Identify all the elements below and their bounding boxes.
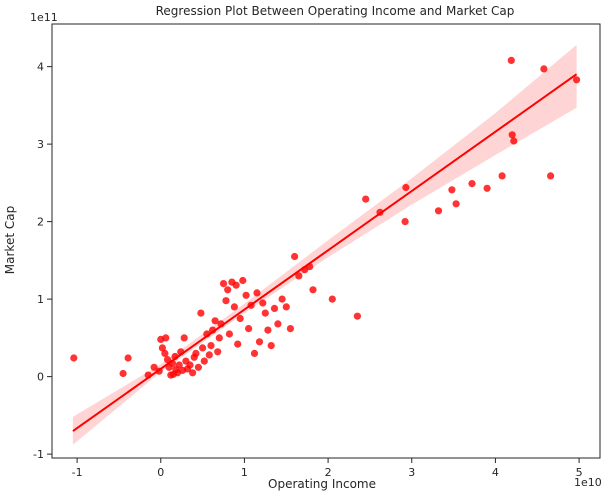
data-point: [192, 349, 200, 357]
data-point: [214, 348, 222, 356]
data-point: [253, 289, 261, 297]
data-point: [282, 303, 290, 311]
data-point: [186, 361, 194, 369]
x-axis-title: Operating Income: [268, 477, 376, 491]
data-point: [309, 286, 317, 294]
data-point: [162, 334, 170, 342]
regression-line-layer: [72, 73, 578, 432]
y-axis-title: Market Cap: [3, 206, 17, 274]
data-point: [225, 330, 233, 338]
data-point: [205, 351, 213, 359]
data-point: [291, 252, 299, 261]
x-tick-label: 1: [241, 466, 248, 479]
data-point: [180, 334, 188, 342]
data-point: [547, 172, 555, 180]
data-point: [70, 354, 78, 362]
data-point: [234, 340, 242, 348]
data-point: [189, 369, 197, 377]
data-point: [295, 272, 303, 280]
data-point: [510, 137, 518, 145]
data-point: [540, 65, 548, 73]
y-tick-label: -1: [33, 448, 44, 461]
data-point: [199, 344, 207, 352]
data-point: [124, 354, 132, 362]
data-point: [468, 180, 476, 188]
plot-frame: [51, 23, 601, 459]
y-axis-offset-label: 1e11: [30, 11, 58, 24]
x-tick-label: 3: [408, 466, 415, 479]
scatter-points-layer: [70, 56, 581, 379]
x-tick-label: 5: [576, 466, 583, 479]
confidence-band-layer: [72, 44, 577, 445]
y-tick-label: 4: [37, 61, 44, 74]
y-tick-label: 2: [37, 216, 44, 229]
data-point: [507, 56, 515, 64]
data-point: [402, 183, 410, 192]
data-point: [508, 131, 516, 139]
data-point: [197, 309, 205, 317]
data-point: [328, 295, 336, 303]
data-point: [255, 338, 264, 346]
data-point: [483, 184, 491, 192]
data-point: [175, 361, 183, 369]
data-point: [194, 363, 202, 371]
data-point: [573, 76, 581, 84]
x-axis-ticks: -1 0 1 2 3 4 5: [72, 458, 583, 479]
data-point: [259, 299, 267, 307]
y-tick-label: 1: [37, 293, 44, 306]
data-point: [362, 195, 370, 203]
data-point: [224, 286, 232, 294]
y-axis-ticks: -1 0 1 2 3 4: [33, 61, 52, 461]
x-tick-label: 2: [325, 466, 332, 479]
data-point: [161, 349, 169, 357]
y-tick-label: 3: [37, 138, 44, 151]
data-point: [498, 172, 506, 180]
data-point: [353, 312, 361, 320]
data-point: [250, 349, 259, 357]
x-tick-label: 4: [492, 466, 499, 479]
data-point: [215, 334, 223, 342]
data-point: [261, 309, 269, 317]
data-point: [242, 291, 250, 299]
chart-title: Regression Plot Between Operating Income…: [156, 4, 515, 18]
x-tick-label: 0: [157, 466, 164, 479]
data-point: [236, 314, 244, 323]
data-point: [119, 369, 127, 378]
data-point: [200, 357, 208, 365]
data-point: [278, 295, 286, 303]
data-point: [207, 342, 215, 350]
confidence-band: [72, 44, 577, 445]
data-point: [239, 276, 247, 285]
y-tick-label: 0: [37, 371, 44, 384]
data-point: [267, 342, 275, 350]
data-point: [230, 303, 238, 311]
data-point: [270, 304, 279, 312]
data-point: [286, 325, 294, 333]
data-point: [452, 200, 460, 208]
data-point: [434, 207, 443, 215]
data-point: [150, 363, 158, 371]
data-point: [448, 186, 456, 194]
data-point: [219, 280, 228, 288]
x-axis-offset-label: 1e10: [574, 476, 602, 489]
data-point: [158, 344, 166, 352]
data-point: [245, 325, 253, 333]
data-point: [211, 317, 219, 325]
regression-line: [72, 73, 578, 432]
data-point: [222, 297, 230, 305]
data-point: [163, 356, 172, 364]
data-point: [274, 320, 282, 328]
data-point: [232, 281, 240, 289]
data-point: [264, 326, 272, 334]
data-point: [401, 218, 409, 226]
x-tick-label: -1: [72, 466, 83, 479]
